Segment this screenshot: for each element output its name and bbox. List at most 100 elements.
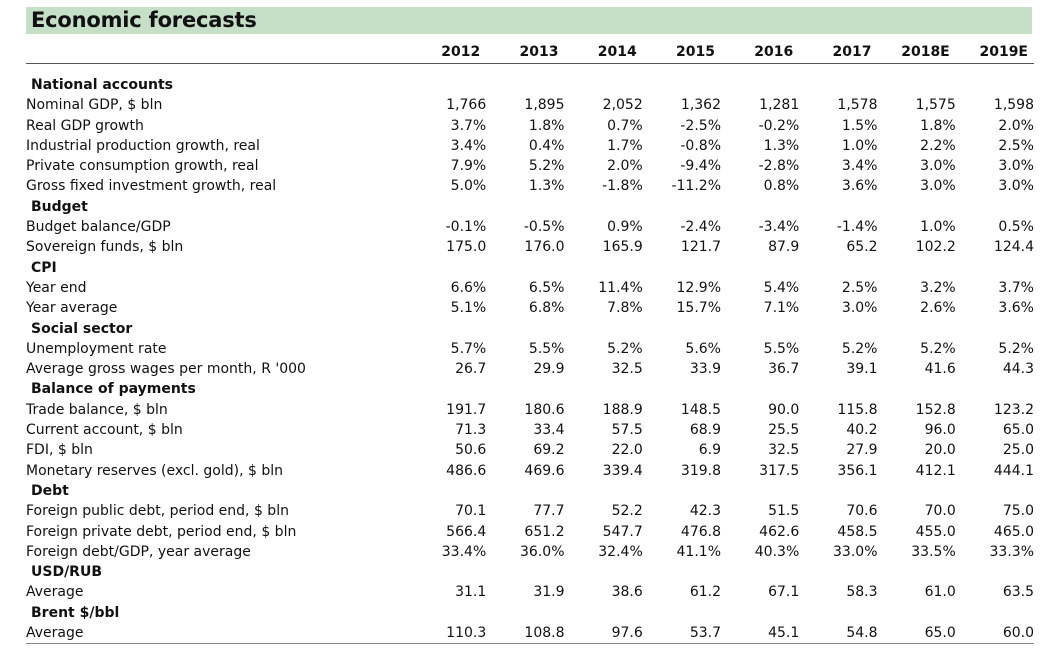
value-cell: 455.0 [915, 523, 956, 540]
value-cell: 152.8 [915, 401, 956, 418]
value-cell: 6.9 [698, 442, 721, 459]
value-cell: 33.4 [533, 422, 565, 439]
value-cell: 2,052 [602, 97, 643, 114]
value-cell: 6.8% [528, 300, 565, 317]
value-cell: 38.6 [611, 584, 643, 601]
table-row: Sovereign funds, $ bln 175.0 176.0 165.9 121… [26, 237, 1034, 257]
value-cell: 3.6% [998, 300, 1034, 317]
value-cell: 33.4% [441, 543, 487, 560]
row-label: Year average [26, 300, 118, 317]
value-cell: 25.5 [768, 422, 800, 439]
row-label: Real GDP growth [26, 117, 144, 134]
row-label: Foreign public debt, period end, $ bln [26, 503, 289, 520]
table-row: Foreign private debt, period end, $ bln 5… [26, 522, 1034, 542]
value-cell: 412.1 [915, 462, 956, 479]
row-label: Budget balance/GDP [26, 219, 171, 236]
value-cell: 26.7 [455, 361, 487, 378]
value-cell: 7.8% [607, 300, 643, 317]
year-header: 2012 [408, 41, 487, 64]
table-body: National accounts Nominal GDP, $ bln 1,766… [26, 75, 1034, 645]
table-row: Average gross wages per month, R '000 26.… [26, 359, 1034, 379]
value-cell: 61.0 [924, 584, 956, 601]
section-header-row: Brent $/bbl [26, 603, 1034, 623]
value-cell: 27.9 [846, 442, 878, 459]
table-row: Budget balance/GDP -0.1% -0.5% 0.9% -2.4% -3.… [26, 217, 1034, 237]
value-cell: 1,578 [837, 97, 878, 114]
value-cell: 3.0% [841, 300, 878, 317]
value-cell: 50.6 [455, 442, 487, 459]
value-cell: 458.5 [837, 523, 878, 540]
year-header-row: 2012 2013 2014 2015 2016 2017 2018E 2019… [26, 41, 1034, 64]
row-label: Trade balance, $ bln [26, 401, 168, 418]
year-header: 2015 [642, 41, 721, 64]
table-row: Trade balance, $ bln 191.7 180.6 188.9 148.5… [26, 400, 1034, 420]
value-cell: 3.0% [920, 178, 956, 195]
year-header: 2016 [721, 41, 800, 64]
title-banner: Economic forecasts [26, 7, 1032, 34]
value-cell: 33.5% [911, 543, 956, 560]
year-header: 2018E [877, 41, 956, 64]
row-label: Average [26, 623, 408, 645]
value-cell: 1,598 [993, 97, 1034, 114]
value-cell: 67.1 [768, 584, 800, 601]
year-header: 2019E [955, 41, 1034, 64]
section-header-row: Budget [26, 197, 1034, 217]
table-row: Average 31.1 31.9 38.6 61.2 67.1 58.3 61.0 63.5 [26, 582, 1034, 602]
value-cell: 77.7 [533, 503, 565, 520]
value-cell: 51.5 [768, 503, 800, 520]
value-cell: 36.7 [768, 361, 800, 378]
value-cell: 60.0 [955, 623, 1034, 645]
value-cell: 356.1 [837, 462, 878, 479]
year-header: 2017 [799, 41, 878, 64]
row-label: Sovereign funds, $ bln [26, 239, 184, 256]
table-row: Foreign public debt, period end, $ bln 70… [26, 501, 1034, 521]
value-cell: 12.9% [676, 279, 721, 296]
table-row: Nominal GDP, $ bln 1,766 1,895 2,052 1,362 1,… [26, 95, 1034, 115]
value-cell: 2.6% [920, 300, 956, 317]
value-cell: 0.8% [763, 178, 800, 195]
value-cell: 3.0% [920, 158, 956, 175]
value-cell: 29.9 [533, 361, 565, 378]
value-cell: 5.5% [528, 340, 565, 357]
value-cell: 0.4% [528, 137, 565, 154]
value-cell: 7.9% [450, 158, 487, 175]
value-cell: 61.2 [689, 584, 721, 601]
value-cell: 33.9 [689, 361, 721, 378]
value-cell: 102.2 [915, 239, 956, 256]
section-header-row: USD/RUB [26, 562, 1034, 582]
section-title: Brent $/bbl [31, 604, 120, 621]
value-cell: 87.9 [768, 239, 800, 256]
row-label: Industrial production growth, real [26, 137, 260, 154]
value-cell: 70.6 [846, 503, 878, 520]
value-cell: 3.4% [841, 158, 878, 175]
value-cell: 54.8 [799, 623, 878, 645]
value-cell: 31.1 [455, 584, 487, 601]
row-label: Monetary reserves (excl. gold), $ bln [26, 462, 284, 479]
value-cell: 2.0% [607, 158, 643, 175]
value-cell: 5.2% [998, 340, 1034, 357]
section-header-row: CPI [26, 258, 1034, 278]
value-cell: 15.7% [676, 300, 721, 317]
value-cell: 5.5% [763, 340, 800, 357]
value-cell: 58.3 [846, 584, 878, 601]
value-cell: 1.0% [920, 219, 956, 236]
value-cell: 25.0 [1002, 442, 1034, 459]
value-cell: 188.9 [602, 401, 643, 418]
section-title: Debt [31, 482, 69, 499]
value-cell: 90.0 [768, 401, 800, 418]
value-cell: 319.8 [680, 462, 721, 479]
row-label: Foreign private debt, period end, $ bln [26, 523, 297, 540]
value-cell: 65.0 [877, 623, 956, 645]
value-cell: 22.0 [611, 442, 643, 459]
value-cell: 1.7% [607, 137, 643, 154]
value-cell: 2.2% [920, 137, 956, 154]
value-cell: 65.2 [846, 239, 878, 256]
value-cell: 108.8 [486, 623, 565, 645]
value-cell: -0.8% [680, 137, 721, 154]
value-cell: 1,281 [759, 97, 800, 114]
value-cell: 40.3% [754, 543, 800, 560]
row-label: Unemployment rate [26, 340, 167, 357]
value-cell: 148.5 [680, 401, 721, 418]
table-row: Foreign debt/GDP, year average 33.4% 36.0%… [26, 542, 1034, 562]
value-cell: 0.7% [607, 117, 643, 134]
